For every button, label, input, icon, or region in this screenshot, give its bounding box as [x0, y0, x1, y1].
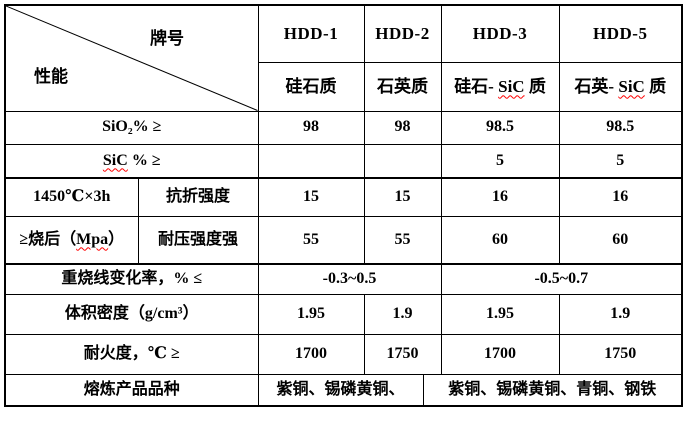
material-cell-hdd-2: 石英质	[363, 61, 442, 112]
material-text: 硅石-	[454, 76, 499, 96]
value-compressive-hdd-5: 60	[558, 215, 683, 265]
value-flexural-hdd-5: 16	[558, 177, 683, 217]
material-cell-hdd-1: 硅石质	[257, 61, 365, 112]
label-text: ）	[108, 230, 125, 248]
row-smelting-products: 熔炼产品品种 紫铜、锡磷黄铜、 紫铜、锡磷黄铜、青铜、钢铁	[4, 373, 683, 407]
row-flexural-strength: 1450℃×3h 抗折强度 15 15 16 16	[4, 177, 683, 217]
material-text: 石英-	[574, 76, 619, 96]
label-misspelled-word: SiC	[102, 151, 128, 169]
value-products-hdd-1-2: 紫铜、锡磷黄铜、	[257, 373, 424, 407]
material-misspelled-word: SiC	[618, 76, 645, 96]
value-compressive-hdd-3: 60	[440, 215, 560, 265]
row-bulk-density: 体积密度（g/cm³） 1.95 1.9 1.95 1.9	[4, 293, 683, 335]
value-reburn-hdd-3-5: -0.5~0.7	[440, 263, 683, 295]
row-label-density: 体积密度（g/cm³）	[4, 293, 259, 335]
value-sio2-hdd-1: 98	[257, 110, 365, 145]
value-compressive-hdd-1: 55	[257, 215, 365, 265]
material-text: 质	[644, 76, 667, 96]
value-products-hdd-3-5: 紫铜、锡磷黄铜、青铜、钢铁	[422, 373, 683, 407]
material-text: 硅石质	[285, 76, 337, 96]
material-cell-hdd-5: 石英- SiC 质	[558, 61, 683, 112]
value-sic-hdd-1	[257, 143, 365, 179]
material-text: 质	[524, 76, 546, 96]
row-label-refractoriness: 耐火度，℃ ≥	[4, 333, 259, 375]
value-sio2-hdd-2: 98	[363, 110, 442, 145]
material-misspelled-word: SiC	[498, 76, 525, 96]
model-header-hdd-3: HDD-3	[440, 4, 560, 63]
value-sic-hdd-5: 5	[558, 143, 683, 179]
row-label-compressive: 耐压强度强	[137, 215, 259, 265]
value-density-hdd-3: 1.95	[440, 293, 560, 335]
row-refractoriness: 耐火度，℃ ≥ 1700 1750 1700 1750	[4, 333, 683, 375]
material-cell-hdd-3: 硅石- SiC 质	[440, 61, 560, 112]
label-misspelled-word: Mpa	[76, 230, 109, 248]
value-flexural-hdd-1: 15	[257, 177, 365, 217]
value-density-hdd-5: 1.9	[558, 293, 683, 335]
value-density-hdd-2: 1.9	[363, 293, 442, 335]
label-text: ≥烧后（	[19, 230, 77, 248]
header-row-models: 牌号 性能 HDD-1 HDD-2 HDD-3 HDD-5	[4, 4, 683, 112]
value-refractoriness-hdd-5: 1750	[558, 333, 683, 375]
corner-label-performance: 性能	[34, 67, 68, 86]
model-header-hdd-5: HDD-5	[558, 4, 683, 63]
value-compressive-hdd-2: 55	[363, 215, 442, 265]
material-text: 石英质	[377, 76, 428, 96]
model-header-hdd-2: HDD-2	[363, 4, 442, 63]
value-density-hdd-1: 1.95	[257, 293, 365, 335]
model-header-hdd-1: HDD-1	[257, 4, 365, 63]
value-flexural-hdd-2: 15	[363, 177, 442, 217]
value-reburn-hdd-1-2: -0.3~0.5	[257, 263, 442, 295]
value-refractoriness-hdd-2: 1750	[363, 333, 442, 375]
value-sio2-hdd-3: 98.5	[440, 110, 560, 145]
value-flexural-hdd-3: 16	[440, 177, 560, 217]
corner-label-brand: 牌号	[150, 29, 184, 48]
row-sic: SiC % ≥ 5 5	[4, 143, 683, 179]
value-sic-hdd-2	[363, 143, 442, 179]
row-label-sio2: SiO₂% ≥	[4, 110, 259, 145]
row-label-sic: SiC % ≥	[4, 143, 259, 179]
row-compressive-strength: ≥烧后（Mpa） 耐压强度强 55 55 60 60	[4, 215, 683, 265]
row-sio2: SiO₂% ≥ 98 98 98.5 98.5	[4, 110, 683, 145]
header-row-materials: 硅石质 石英质 硅石- SiC 质 石英- SiC 质	[5, 61, 683, 112]
value-refractoriness-hdd-1: 1700	[257, 333, 365, 375]
product-spec-table: 牌号 性能 HDD-1 HDD-2 HDD-3 HDD-5 硅石质 石英质 硅石…	[4, 4, 684, 407]
fired-unit-label: ≥烧后（Mpa）	[4, 215, 139, 265]
row-label-products: 熔炼产品品种	[4, 373, 259, 407]
value-sic-hdd-3: 5	[440, 143, 560, 179]
row-reburn-linear-change: 重烧线变化率，% ≤ -0.3~0.5 -0.5~0.7	[4, 263, 683, 295]
label-text: % ≥	[127, 151, 161, 169]
row-label-flexural: 抗折强度	[137, 177, 259, 217]
row-label-reburn: 重烧线变化率，% ≤	[4, 263, 259, 295]
value-sio2-hdd-5: 98.5	[558, 110, 683, 145]
value-refractoriness-hdd-3: 1700	[440, 333, 560, 375]
diagonal-divider-line	[6, 6, 258, 111]
corner-header-cell: 牌号 性能	[4, 4, 259, 112]
fired-condition-label: 1450℃×3h	[4, 177, 139, 217]
